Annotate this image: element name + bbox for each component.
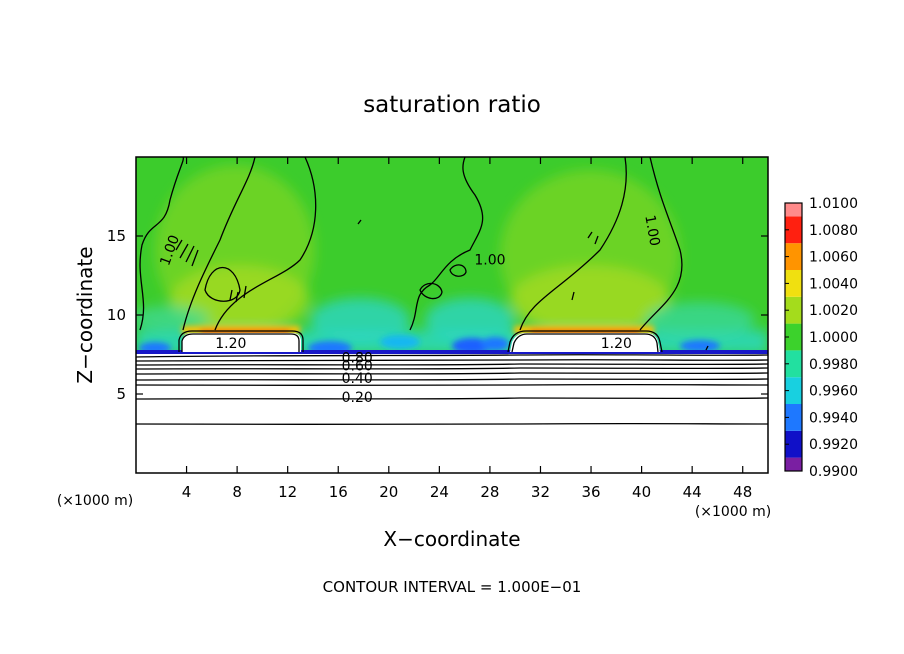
contour-labels: 1.00 1.001.001.20 1.200.800.600.400.20	[157, 214, 662, 406]
colorbar-label: 1.0100	[809, 196, 858, 212]
y-tick-label: 5	[116, 385, 126, 403]
contour-label: 1.00	[474, 252, 505, 268]
colorbar-label: 1.0000	[809, 330, 858, 346]
colorbar-swatch	[785, 203, 802, 217]
x-unit-left: (×1000 m)	[57, 493, 133, 509]
colorbar-swatch	[785, 243, 802, 270]
colorbar-swatch	[785, 270, 802, 297]
x-unit-right: (×1000 m)	[695, 504, 771, 520]
colorbar-label: 0.9960	[809, 384, 858, 400]
colorbar-swatch	[785, 404, 802, 431]
y-tick-label: 15	[107, 227, 126, 245]
colorbar-swatch	[785, 216, 802, 244]
colorbar-label: 0.9920	[809, 437, 858, 453]
colorbar-label: 1.0040	[809, 276, 858, 292]
colorbar-swatch	[785, 457, 802, 471]
x-tick-label: 48	[733, 483, 752, 501]
y-axis-label: Z−coordinate	[73, 246, 97, 383]
heatmap-field	[136, 157, 768, 473]
x-tick-label: 20	[379, 483, 398, 501]
colorbar-label: 1.0020	[809, 303, 858, 319]
contour-label: 0.20	[342, 390, 373, 406]
x-tick-label: 28	[480, 483, 499, 501]
colorbar-swatch	[785, 350, 802, 378]
colorbar-swatch	[785, 430, 802, 458]
x-tick-label: 32	[531, 483, 550, 501]
contour-lines	[136, 157, 768, 426]
colorbar: 0.9900 0.9920 0.9940 0.9960 0.9980 1.0000 1.00…	[784, 196, 858, 480]
contour-label: 0.60	[342, 358, 373, 374]
x-tick-label: 12	[278, 483, 297, 501]
contour-label: 1.00	[641, 214, 662, 247]
contour-label: 0.80	[342, 350, 373, 366]
colorbar-swatch	[785, 323, 802, 351]
x-tick-label: 40	[632, 483, 651, 501]
colorbar-label: 1.0060	[809, 250, 858, 266]
contour-label: 1.20	[215, 336, 246, 352]
x-tick-label: 8	[232, 483, 242, 501]
x-tick-label: 4	[182, 483, 192, 501]
x-tick-label: 16	[329, 483, 348, 501]
colorbar-label: 1.0080	[809, 223, 858, 239]
colorbar-label: 0.9900	[809, 464, 858, 480]
y-tick-label: 10	[107, 306, 126, 324]
contour-interval-note: CONTOUR INTERVAL = 1.000E−01	[323, 578, 582, 596]
x-tick-label: 24	[430, 483, 449, 501]
colorbar-swatch	[785, 377, 802, 404]
x-tick-label: 44	[683, 483, 702, 501]
x-tick-label: 36	[581, 483, 600, 501]
x-axis-label: X−coordinate	[383, 527, 520, 551]
contour-label: 1.20	[601, 336, 632, 352]
colorbar-label: 0.9980	[809, 357, 858, 373]
colorbar-swatch	[785, 296, 802, 324]
contour-label: 0.40	[342, 371, 373, 387]
chart-title: saturation ratio	[363, 92, 541, 118]
colorbar-label: 0.9940	[809, 410, 858, 426]
